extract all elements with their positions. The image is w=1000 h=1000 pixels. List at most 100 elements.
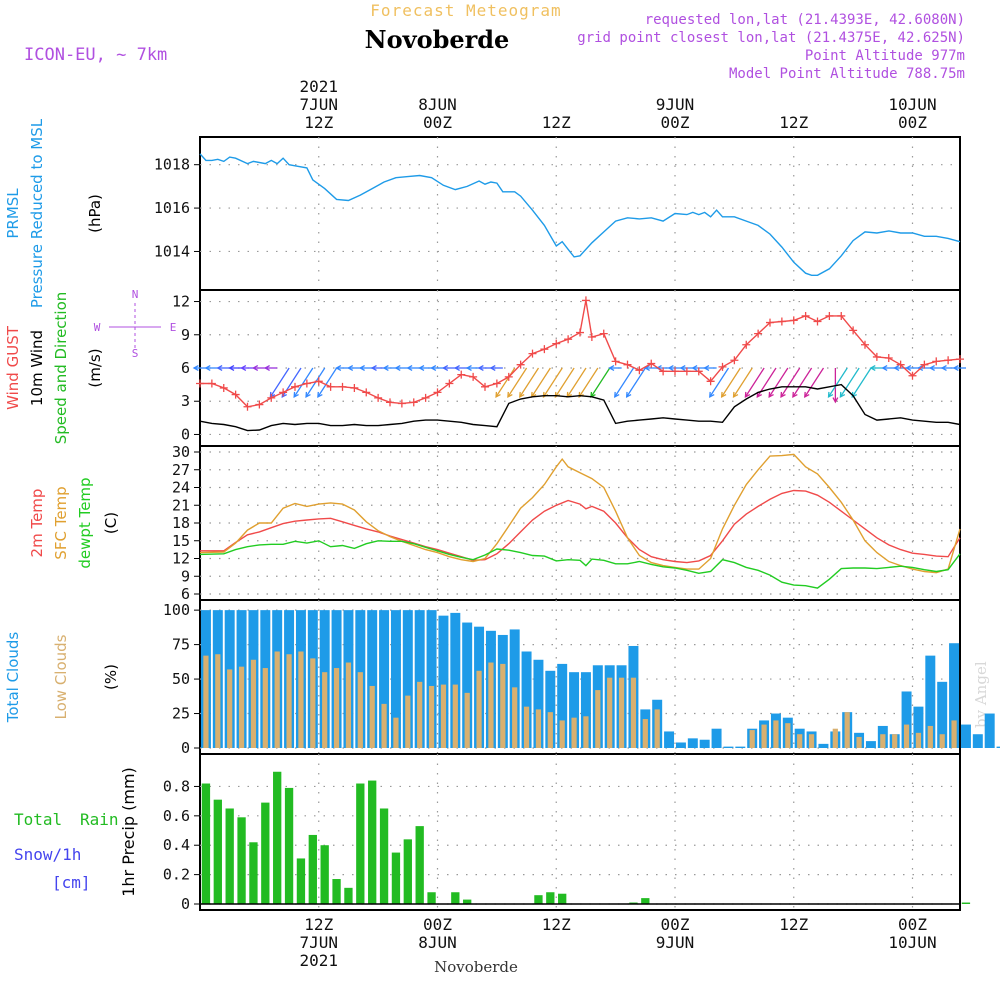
gust-marker — [243, 402, 252, 411]
wind-arrow-head — [667, 365, 674, 371]
series-line-pressure — [199, 153, 961, 276]
gust-marker — [742, 340, 751, 349]
wind-arrow-head — [905, 365, 912, 371]
low-cloud-bar — [797, 734, 803, 748]
wind-arrow-head — [442, 365, 449, 371]
gust-marker — [576, 328, 584, 337]
low-cloud-bar — [428, 685, 435, 748]
y-axis-label: dewpt Temp — [76, 477, 94, 568]
low-cloud-bar — [749, 730, 755, 748]
series-line-wind10m — [199, 383, 961, 432]
gust-marker — [504, 372, 513, 381]
wind-arrow-head — [204, 365, 211, 371]
gust-marker — [231, 390, 240, 399]
wind-arrow-head — [881, 365, 888, 371]
y-tick-label: 75 — [172, 636, 190, 654]
gust-marker — [314, 377, 323, 386]
compass-legend: N S W E — [94, 288, 177, 360]
panel-wind: 0 3 6 9 12 Wind GUST 10m Wind Speed and Directi… — [4, 288, 966, 447]
low-cloud-bar — [286, 654, 292, 748]
rain-bar — [961, 902, 971, 904]
wind-arrow-head — [335, 365, 342, 371]
series-line-dewpt — [199, 540, 961, 589]
total-cloud-bar — [699, 739, 710, 748]
total-cloud-bar — [379, 610, 390, 748]
bottom-time-label: 12Z — [779, 915, 808, 934]
gust-marker — [581, 296, 590, 305]
rain-bar — [451, 892, 460, 904]
low-cloud-bar — [250, 659, 257, 748]
y-axis-label: Pressure Reduced to MSL — [28, 118, 46, 308]
rain-bar — [641, 898, 650, 904]
total-cloud-bar — [521, 651, 532, 748]
low-cloud-bar — [512, 687, 518, 748]
gust-marker — [409, 398, 418, 407]
y-tick-label: 1018 — [154, 156, 190, 174]
wind-arrow-head — [709, 391, 715, 399]
wind-arrow — [566, 367, 587, 398]
gust-marker — [481, 382, 489, 391]
wind-arrow — [804, 367, 825, 398]
low-cloud-bar — [654, 709, 660, 748]
wind-arrow-head — [406, 365, 413, 371]
low-cloud-bar — [535, 709, 542, 748]
bottom-time-label: 00Z — [423, 915, 452, 934]
low-cloud-bar — [844, 712, 850, 748]
y-axis-label: Wind GUST — [4, 325, 22, 410]
low-cloud-bar — [915, 732, 922, 748]
wind-arrow — [519, 367, 540, 398]
wind-arrow-head — [703, 365, 710, 371]
wind-arrow — [828, 367, 848, 398]
low-cloud-bar — [488, 662, 494, 748]
low-cloud-bar — [523, 706, 530, 748]
panel-pressure: 1014 1016 1018 PRMSL Pressure Reduced to MSL… — [4, 118, 961, 308]
bottom-time-label: 7JUN — [299, 933, 338, 952]
low-cloud-bar — [642, 719, 648, 748]
wind-arrow-head — [756, 391, 763, 399]
total-cloud-bar — [865, 741, 876, 748]
model-altitude: Model Point Altitude 788.75m — [729, 66, 965, 82]
top-time-label: 12Z — [779, 113, 808, 132]
total-cloud-bar — [569, 672, 580, 748]
wind-arrow — [495, 367, 516, 398]
gust-marker — [837, 311, 846, 320]
gust-marker — [469, 372, 478, 381]
bottom-time-label: 8JUN — [418, 933, 457, 952]
total-cloud-bar — [818, 743, 829, 748]
gust-marker — [730, 356, 739, 365]
wind-arrow-head — [744, 391, 751, 399]
wind-arrow-head — [192, 365, 199, 371]
low-cloud-bar — [262, 668, 268, 748]
low-cloud-bar — [761, 724, 767, 748]
gust-marker — [338, 382, 347, 391]
wind-arrow-head — [317, 391, 323, 399]
low-cloud-bar — [333, 668, 340, 748]
wind-arrow-head — [608, 365, 615, 371]
y-axis-label: 10m Wind — [28, 330, 46, 406]
y-tick-label: 12 — [172, 293, 190, 311]
wind-arrow — [851, 367, 872, 398]
requested-coords: requested lon,lat (21.4393E, 42.6080N) — [645, 12, 965, 28]
y-unit-label: (%) — [102, 664, 120, 690]
series-line-gust — [200, 300, 961, 408]
wind-arrow — [626, 367, 646, 398]
gust-marker — [766, 318, 774, 327]
low-cloud-bar — [227, 669, 233, 748]
gust-marker — [374, 393, 383, 402]
wind-arrow — [721, 367, 741, 398]
gust-marker — [659, 367, 668, 376]
gust-marker — [397, 399, 406, 408]
top-time-label: 10JUN — [888, 95, 936, 114]
total-cloud-bar — [580, 672, 591, 748]
wind-arrow-head — [394, 365, 401, 371]
wind-arrow-head — [370, 365, 377, 371]
gust-marker — [896, 360, 905, 369]
gust-marker — [540, 345, 549, 354]
gust-marker — [777, 317, 786, 326]
y-tick-label: 50 — [172, 670, 190, 688]
total-cloud-bar — [545, 670, 556, 748]
compass-letter: E — [170, 321, 177, 334]
gust-marker — [362, 388, 371, 397]
compass-letter: W — [94, 321, 101, 334]
wind-arrow-head — [691, 365, 698, 371]
